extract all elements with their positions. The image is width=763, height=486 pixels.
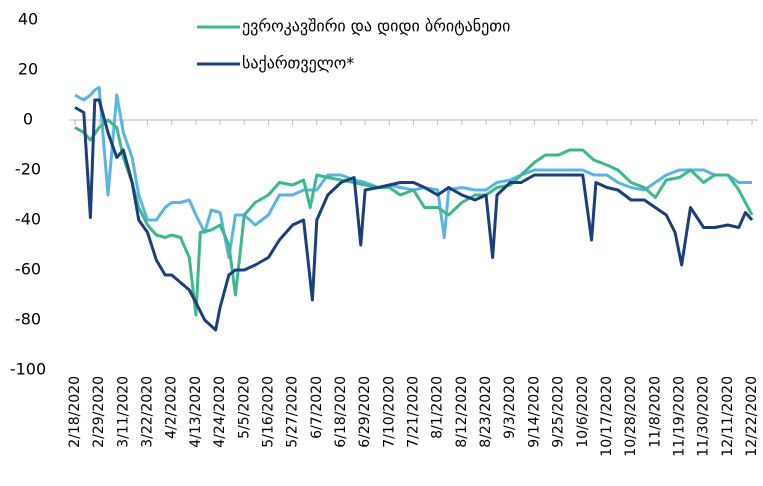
x-tick-label: 3/11/2020 — [115, 376, 131, 448]
legend-label: ევროკავშირი და დიდი ბრიტანეთი — [242, 17, 510, 36]
x-tick-label: 3/22/2020 — [140, 376, 156, 448]
x-tick-label: 6/29/2020 — [357, 376, 373, 448]
x-tick-label: 10/17/2020 — [599, 376, 615, 457]
series-line — [74, 98, 754, 332]
x-tick-label: 2/29/2020 — [91, 376, 107, 448]
y-tick-label: 20 — [18, 60, 38, 79]
x-tick-label: 5/16/2020 — [260, 376, 276, 448]
x-tick-label: 12/11/2020 — [720, 376, 736, 457]
x-tick-label: 10/28/2020 — [623, 376, 639, 457]
x-tick-label: 8/12/2020 — [454, 376, 470, 448]
x-tick-label: 2/18/2020 — [67, 376, 83, 448]
x-tick-label: 7/21/2020 — [406, 376, 422, 448]
y-tick-label: -80 — [15, 310, 41, 329]
x-tick-label: 7/10/2020 — [381, 376, 397, 448]
x-tick-label: 9/3/2020 — [502, 376, 518, 439]
x-tick-label: 11/30/2020 — [696, 376, 712, 457]
legend-label: საქართველო* — [242, 54, 354, 73]
x-tick-label: 6/18/2020 — [333, 376, 349, 448]
x-tick-label: 11/8/2020 — [647, 376, 663, 448]
x-tick-label: 11/19/2020 — [671, 376, 687, 457]
x-tick-label: 9/25/2020 — [551, 376, 567, 448]
x-tick-label: 4/24/2020 — [212, 376, 228, 448]
x-tick-label: 8/1/2020 — [430, 376, 446, 439]
x-tick-label: 4/2/2020 — [164, 376, 180, 439]
x-tick-label: 10/6/2020 — [575, 376, 591, 448]
x-tick-label: 5/27/2020 — [285, 376, 301, 448]
y-tick-label: 0 — [23, 110, 33, 129]
y-tick-label: -100 — [10, 360, 46, 379]
x-tick-label: 4/13/2020 — [188, 376, 204, 448]
y-tick-label: -20 — [15, 160, 41, 179]
y-tick-label: 40 — [18, 10, 38, 29]
x-tick-label: 9/14/2020 — [526, 376, 542, 448]
x-tick-label: 5/5/2020 — [236, 376, 252, 439]
series-line — [74, 86, 752, 259]
series-line — [74, 118, 754, 317]
x-tick-label: 12/22/2020 — [744, 376, 760, 457]
y-tick-label: -40 — [15, 210, 41, 229]
x-tick-label: 6/7/2020 — [309, 376, 325, 439]
y-tick-label: -60 — [15, 260, 41, 279]
x-tick-label: 8/23/2020 — [478, 376, 494, 448]
